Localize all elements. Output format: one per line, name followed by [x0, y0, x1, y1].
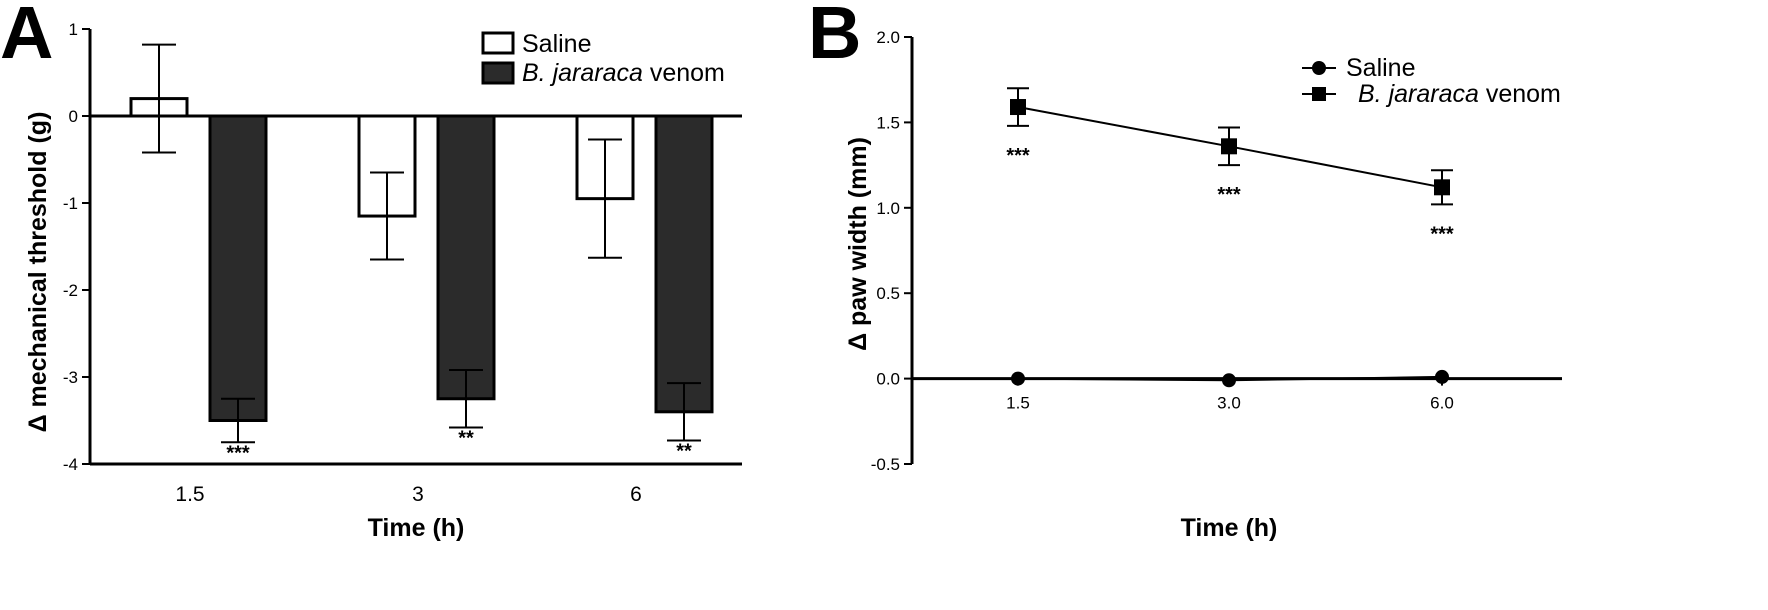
point-saline [1222, 373, 1236, 388]
bar-venom [436, 114, 496, 401]
panel-b: B Saline B. jararaca venom Δ paw width (… [808, 0, 1562, 542]
significance-marker: *** [1006, 145, 1030, 167]
legend-venom-swatch [481, 61, 515, 85]
panel-a-x-axis-title: Time (h) [368, 514, 465, 542]
panel-a-plot: 10-1-2-3-41.5 3 6******* [63, 20, 742, 506]
y-tick-label: -4 [63, 455, 78, 474]
legend-saline-label: Saline [522, 30, 592, 58]
x-tick-label: 3 [412, 483, 424, 506]
x-tick-label: 3.0 [1217, 394, 1241, 413]
legend-saline-marker [1312, 61, 1326, 75]
panel-b-letter: B [808, 0, 861, 74]
x-tick-label: 6 [630, 483, 642, 506]
y-tick-label: 0.5 [876, 284, 900, 303]
panel-a-legend: Saline B. jararaca venom [481, 30, 725, 87]
legend-saline-label-b: Saline [1346, 54, 1416, 82]
y-tick-label: -1 [63, 194, 78, 213]
point-saline [1435, 369, 1449, 384]
x-tick-label: 1.5 [175, 483, 204, 506]
legend-venom-italic-b: B. jararaca [1358, 80, 1479, 108]
y-tick-label: -0.5 [871, 455, 900, 474]
significance-marker: ** [676, 441, 692, 463]
panel-b-legend: Saline B. jararaca venom [1302, 54, 1561, 108]
legend-venom-rest: venom [643, 59, 725, 87]
y-tick-label: 0 [69, 107, 78, 126]
significance-marker: *** [1430, 223, 1454, 245]
point-saline [1011, 371, 1025, 386]
x-tick-label: 1.5 [1006, 394, 1030, 413]
point-venom [1221, 138, 1237, 155]
legend-venom-marker [1312, 87, 1326, 101]
y-tick-label: -2 [63, 281, 78, 300]
bar-venom [654, 114, 714, 414]
panel-b-x-axis-title: Time (h) [1181, 514, 1278, 542]
panel-b-y-axis-title: Δ paw width (mm) [844, 137, 872, 351]
significance-marker: ** [458, 427, 474, 449]
panel-a-y-axis-title: Δ mechanical threshold (g) [24, 112, 52, 433]
significance-marker: *** [1217, 184, 1241, 206]
point-venom [1010, 99, 1026, 116]
significance-marker: *** [226, 442, 250, 464]
y-tick-label: 1.0 [876, 199, 900, 218]
point-venom [1434, 179, 1450, 196]
legend-venom-label-b: B. jararaca venom [1358, 80, 1561, 108]
legend-venom-italic: B. jararaca [522, 59, 643, 87]
legend-venom-label: B. jararaca venom [522, 59, 725, 87]
y-tick-label: 1 [69, 20, 78, 39]
panel-b-plot: 2.0 1.5 1.0 0.5 0.0 -0.5 1.5 3.0 6.0 *** *** *** [871, 28, 1562, 474]
y-tick-label: 2.0 [876, 28, 900, 47]
panel-a: A Saline B. jararaca venom Δ mechanical … [0, 0, 742, 542]
legend-saline-swatch [481, 31, 515, 55]
y-tick-label: 1.5 [876, 113, 900, 132]
y-tick-label: 0.0 [876, 370, 900, 389]
y-tick-label: -3 [63, 368, 78, 387]
x-tick-label: 6.0 [1430, 394, 1454, 413]
panel-a-letter: A [0, 0, 53, 74]
legend-venom-rest-b: venom [1479, 80, 1561, 108]
bar-venom [208, 114, 268, 422]
